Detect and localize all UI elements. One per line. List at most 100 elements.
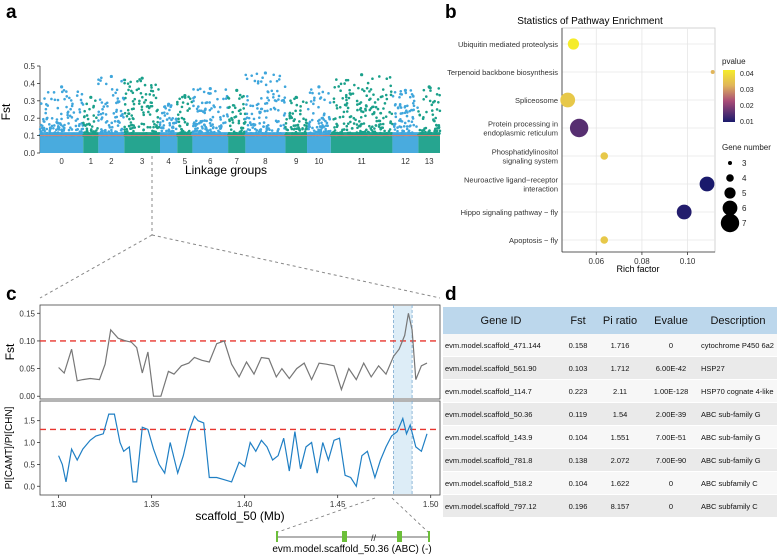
snp-point	[339, 82, 343, 86]
snp-point	[165, 118, 169, 121]
axis-break: //	[371, 533, 377, 543]
snp-point	[399, 118, 402, 121]
snp-point	[126, 108, 130, 112]
snp-point	[312, 112, 315, 115]
snp-point	[204, 101, 208, 105]
snp-point	[231, 118, 234, 122]
snp-point	[168, 116, 171, 120]
x-axis-label: Linkage groups	[185, 163, 267, 177]
table-cell: ABC sub-family G	[699, 402, 777, 426]
snp-point	[356, 108, 359, 112]
snp-point	[364, 114, 367, 118]
snp-point	[307, 125, 311, 129]
snp-point	[216, 97, 219, 101]
snp-point	[133, 126, 137, 129]
x-tick-label: 9	[294, 157, 299, 166]
snp-point	[74, 124, 78, 128]
snp-point	[376, 107, 380, 111]
snp-point	[290, 101, 293, 105]
snp-point	[115, 115, 119, 119]
snp-point	[43, 120, 46, 123]
snp-point	[81, 103, 85, 106]
snp-point	[95, 116, 98, 120]
snp-point	[328, 101, 332, 104]
snp-point	[97, 119, 100, 122]
snp-point	[81, 127, 85, 131]
snp-point	[429, 89, 432, 92]
snp-density	[418, 132, 440, 153]
enrichment-plot: Statistics of Pathway Enrichment Ubiquit…	[447, 16, 771, 274]
snp-point	[187, 129, 191, 133]
snp-point	[430, 103, 434, 107]
snp-point	[55, 118, 59, 121]
snp-point	[391, 122, 394, 126]
snp-point	[229, 128, 233, 131]
snp-point	[239, 112, 242, 115]
peak-snp	[317, 85, 321, 89]
snp-point	[219, 118, 222, 121]
snp-point	[137, 102, 141, 105]
table-row: evm.model.scaffold_471.144 0.158 1.716 0 cyt…	[443, 334, 777, 357]
snp-point	[43, 97, 46, 100]
peak-snp	[109, 74, 113, 79]
snp-point	[66, 111, 69, 115]
pvalue-tick: 0.01	[740, 119, 754, 126]
x-tick-label: 6	[208, 157, 213, 166]
snp-point	[192, 88, 195, 91]
snp-point	[58, 122, 62, 125]
snp-point	[150, 84, 153, 87]
snp-point	[256, 82, 260, 85]
snp-point	[70, 116, 74, 119]
snp-point	[203, 119, 206, 122]
snp-point	[360, 110, 363, 113]
snp-point	[349, 132, 353, 136]
snp-point	[424, 95, 428, 98]
snp-point	[245, 112, 249, 116]
snp-point	[75, 94, 79, 97]
snp-point	[198, 121, 201, 125]
snp-point	[87, 122, 91, 126]
snp-point	[316, 119, 320, 123]
snp-point	[45, 116, 49, 120]
snp-point	[208, 108, 212, 112]
snp-point	[282, 123, 285, 127]
snp-point	[228, 124, 232, 128]
snp-point	[116, 120, 120, 123]
snp-point	[198, 87, 202, 91]
table-cell: ABC subfamily C	[699, 494, 777, 518]
snp-point	[199, 120, 203, 123]
snp-point	[130, 89, 133, 93]
snp-point	[317, 105, 320, 109]
snp-point	[210, 107, 213, 110]
snp-point	[80, 131, 84, 134]
snp-point	[252, 117, 256, 121]
snp-point	[107, 130, 111, 133]
snp-point	[349, 120, 352, 124]
snp-point	[172, 122, 176, 125]
snp-point	[112, 112, 116, 115]
snp-point	[377, 119, 381, 123]
snp-point	[434, 127, 437, 131]
snp-point	[403, 132, 407, 136]
snp-point	[211, 123, 214, 126]
snp-point	[115, 101, 118, 105]
snp-point	[98, 98, 102, 101]
snp-point	[68, 96, 71, 100]
snp-point	[389, 93, 393, 97]
snp-point	[277, 78, 281, 81]
snp-point	[222, 97, 225, 101]
snp-point	[406, 104, 409, 108]
snp-point	[86, 117, 90, 121]
table-cell: 0	[643, 471, 699, 495]
snp-point	[410, 108, 413, 112]
snp-point	[312, 102, 315, 106]
snp-point	[399, 112, 403, 115]
snp-point	[147, 110, 150, 114]
snp-point	[379, 127, 383, 131]
snp-point	[422, 115, 425, 119]
snp-point	[332, 97, 336, 100]
snp-point	[383, 102, 387, 105]
snp-point	[352, 116, 356, 120]
snp-point	[130, 114, 134, 117]
snp-point	[67, 122, 70, 125]
